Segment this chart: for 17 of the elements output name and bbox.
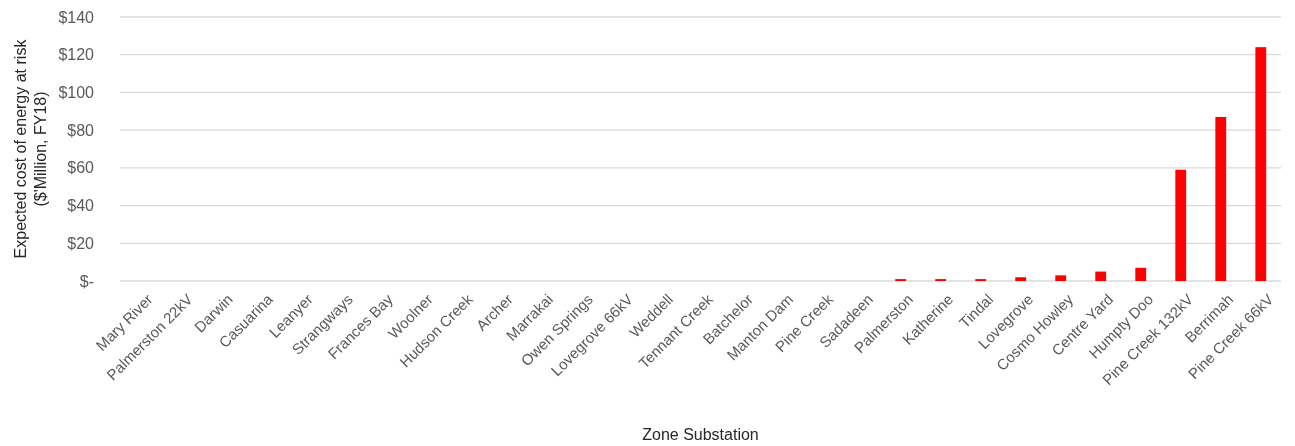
y-tick-label: $80 [67,121,95,139]
y-tick-label: $- [79,272,94,290]
y-tick-label: $120 [58,46,95,64]
x-axis-title: Zone Substation [642,426,759,443]
y-tick-label: $40 [67,197,95,215]
bar [1095,271,1107,281]
bar [1015,277,1027,281]
y-tick-label: $20 [67,234,95,252]
bar [1215,116,1227,281]
bar [1175,169,1187,281]
bar [1055,275,1067,281]
y-tick-label: $140 [58,8,95,26]
bar [1135,267,1147,281]
y-tick-label: $100 [58,84,95,102]
y-tick-label: $60 [67,159,95,177]
bar [1255,47,1267,281]
y-axis-title: Expected cost of energy at risk ($'Million, FY18) [12,38,49,259]
